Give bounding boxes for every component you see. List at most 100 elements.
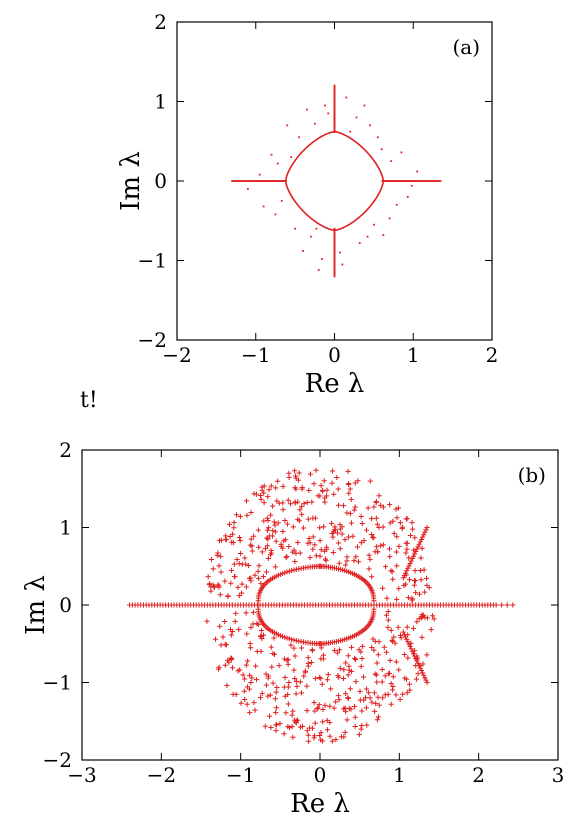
y-tick-label: −1	[138, 249, 167, 273]
data-point	[387, 554, 393, 560]
data-point	[402, 570, 409, 576]
data-point	[348, 644, 355, 650]
data-point	[263, 671, 269, 677]
data-point	[390, 576, 396, 582]
data-point	[382, 692, 388, 698]
data-point	[217, 623, 223, 630]
data-point	[275, 520, 281, 526]
data-point	[228, 632, 234, 638]
data-point	[389, 637, 395, 643]
data-point	[405, 655, 411, 661]
data-point	[403, 550, 409, 556]
data-point	[227, 626, 234, 633]
data-point	[416, 541, 422, 547]
y-tick-label: 2	[154, 10, 167, 34]
data-point	[324, 677, 331, 683]
data-point	[268, 644, 274, 650]
data-point	[273, 722, 279, 728]
data-point	[291, 547, 297, 553]
data-point	[257, 492, 264, 499]
data-point	[406, 555, 412, 561]
data-point	[416, 591, 423, 597]
data-point	[263, 682, 270, 688]
data-point	[298, 690, 305, 696]
data-point	[389, 687, 396, 693]
data-point	[398, 635, 404, 641]
data-point	[358, 726, 364, 732]
data-point	[408, 646, 414, 652]
data-point	[333, 227, 336, 230]
data-point	[267, 533, 273, 539]
data-point	[344, 510, 350, 516]
data-point	[337, 546, 343, 552]
data-point	[400, 151, 403, 154]
data-point	[249, 675, 255, 681]
data-point	[262, 205, 265, 208]
data-point	[235, 180, 238, 182]
data-point	[288, 642, 294, 648]
data-point	[385, 617, 391, 623]
data-point	[222, 578, 228, 584]
data-point	[305, 738, 312, 744]
data-point	[273, 689, 279, 695]
data-point	[420, 661, 426, 667]
data-point	[407, 643, 413, 650]
data-point	[342, 660, 349, 666]
data-point	[333, 102, 336, 105]
data-point	[395, 505, 402, 511]
data-point	[261, 490, 267, 496]
data-point	[365, 505, 371, 511]
data-point	[355, 559, 362, 565]
data-point	[429, 613, 436, 619]
data-point	[286, 543, 292, 550]
data-point	[265, 494, 271, 500]
y-tick-label: 0	[59, 593, 72, 617]
data-point	[248, 624, 254, 631]
data-point	[333, 94, 336, 97]
data-point	[264, 535, 270, 541]
data-point	[293, 566, 299, 572]
data-point	[282, 517, 288, 524]
data-point	[407, 687, 413, 693]
data-point	[204, 618, 210, 624]
data-point	[327, 703, 333, 709]
data-point	[350, 533, 356, 539]
data-point	[340, 675, 347, 682]
data-point	[251, 180, 253, 182]
y-axis-label: Im λ	[116, 151, 146, 211]
data-point	[387, 520, 393, 526]
data-point	[280, 483, 286, 489]
data-point	[272, 696, 278, 702]
data-point	[333, 271, 336, 274]
data-point	[283, 710, 289, 716]
panel-label: (b)	[518, 463, 546, 487]
data-point	[278, 541, 284, 547]
y-tick-label: 2	[59, 438, 72, 462]
data-point	[243, 662, 249, 668]
data-point	[313, 553, 319, 559]
data-point	[308, 659, 315, 666]
data-point	[334, 474, 340, 481]
data-point	[216, 563, 222, 569]
data-point	[260, 573, 267, 580]
data-point	[384, 595, 390, 601]
data-point	[421, 532, 427, 538]
data-point	[380, 148, 383, 151]
y-tick-label: 0	[154, 169, 167, 193]
data-point	[299, 484, 305, 491]
data-point	[376, 136, 379, 139]
data-point	[404, 516, 410, 522]
data-point	[274, 684, 280, 691]
data-point	[392, 640, 398, 646]
data-point	[292, 558, 298, 565]
data-point	[313, 122, 316, 125]
data-point	[404, 636, 410, 642]
data-point	[290, 734, 296, 740]
data-point	[238, 700, 244, 706]
data-point	[205, 574, 211, 580]
data-point	[284, 569, 290, 575]
data-point	[373, 700, 379, 707]
data-point	[282, 634, 288, 640]
data-point	[435, 180, 438, 182]
